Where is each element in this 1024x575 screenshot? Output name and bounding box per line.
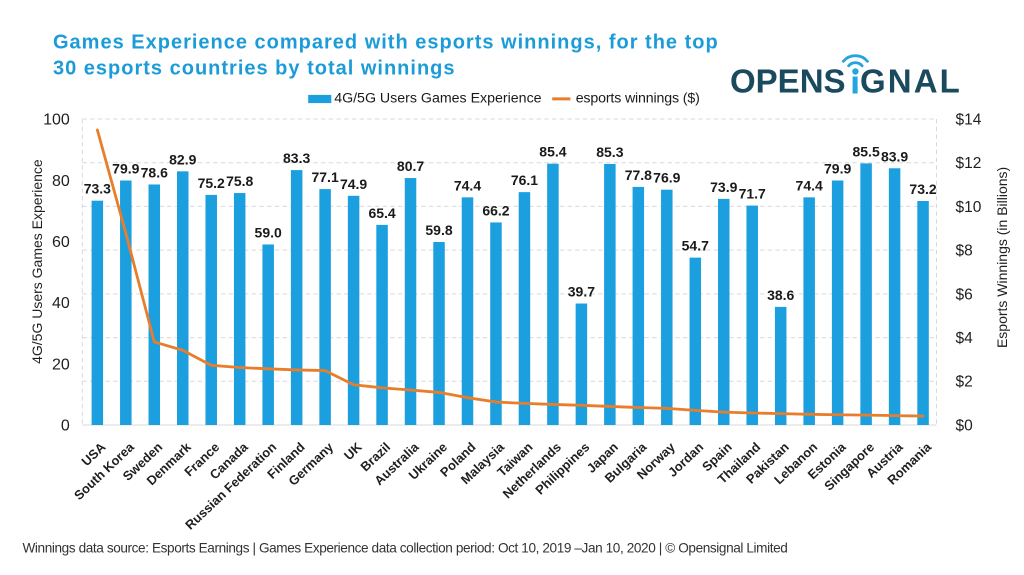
svg-text:0: 0 [61,418,70,435]
svg-text:79.9: 79.9 [824,161,851,177]
svg-text:100: 100 [43,112,70,129]
svg-text:75.2: 75.2 [198,175,225,191]
svg-text:esports winnings ($): esports winnings ($) [576,91,700,107]
svg-text:$10: $10 [956,199,982,216]
svg-text:74.9: 74.9 [340,176,367,192]
svg-text:59.0: 59.0 [255,224,282,240]
svg-text:66.2: 66.2 [482,202,509,218]
svg-text:40: 40 [52,295,70,312]
svg-text:GNAL: GNAL [860,63,962,100]
svg-text:4G/5G Users Games Experience: 4G/5G Users Games Experience [334,91,541,107]
svg-text:$0: $0 [956,417,974,434]
svg-text:OPENS: OPENS [730,63,846,100]
svg-text:82.9: 82.9 [169,151,196,167]
svg-text:$14: $14 [956,111,982,128]
svg-text:83.9: 83.9 [881,148,908,164]
svg-text:Games Experience compared with: Games Experience compared with esports w… [53,31,719,53]
svg-text:73.2: 73.2 [909,181,936,197]
svg-text:79.9: 79.9 [112,161,139,177]
svg-text:Esports Winnings (in Billions): Esports Winnings (in Billions) [994,167,1010,348]
svg-text:74.4: 74.4 [796,177,823,193]
svg-text:78.6: 78.6 [141,164,168,180]
svg-text:76.9: 76.9 [653,170,680,186]
svg-text:$4: $4 [956,330,974,347]
svg-text:Winnings data source: Esports: Winnings data source: Esports Earnings |… [23,541,788,556]
svg-text:83.3: 83.3 [283,150,310,166]
svg-text:85.5: 85.5 [852,143,879,159]
svg-text:4G/5G Users Games Experience: 4G/5G Users Games Experience [29,159,45,364]
svg-text:39.7: 39.7 [568,284,595,300]
svg-text:74.4: 74.4 [454,177,481,193]
svg-text:71.7: 71.7 [739,186,766,202]
svg-text:59.8: 59.8 [425,222,452,238]
svg-text:76.1: 76.1 [511,172,538,188]
svg-text:$8: $8 [956,243,973,260]
svg-text:30 esports countries by total: 30 esports countries by total winnings [53,57,456,79]
svg-text:54.7: 54.7 [682,238,709,254]
svg-text:85.4: 85.4 [539,144,566,160]
svg-text:80.7: 80.7 [397,158,424,174]
svg-text:80: 80 [52,173,70,190]
svg-text:60: 60 [52,234,70,251]
svg-text:77.8: 77.8 [625,167,652,183]
svg-text:73.3: 73.3 [84,181,111,197]
svg-text:85.3: 85.3 [596,144,623,160]
svg-text:$12: $12 [956,155,982,172]
svg-text:$2: $2 [956,374,973,391]
svg-text:65.4: 65.4 [368,205,395,221]
svg-text:20: 20 [52,356,70,373]
svg-text:38.6: 38.6 [767,287,794,303]
svg-text:77.1: 77.1 [311,169,338,185]
svg-text:75.8: 75.8 [226,173,253,189]
svg-text:73.9: 73.9 [710,179,737,195]
svg-text:$6: $6 [956,286,973,303]
